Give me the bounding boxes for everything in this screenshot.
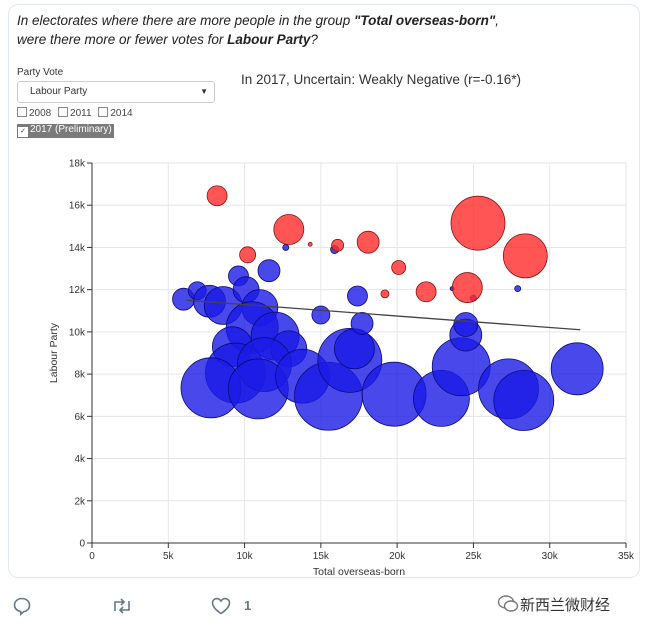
data-point-positive [331, 238, 345, 252]
y-tick-label: 18k [69, 159, 86, 170]
reply-button[interactable] [12, 596, 32, 621]
y-tick-label: 4k [74, 454, 86, 465]
party-vote-label: Party Vote [17, 67, 64, 78]
reply-icon [13, 597, 31, 617]
retweet-button[interactable] [110, 596, 134, 621]
data-point-positive [356, 230, 380, 254]
party-select-value: Labour Party [30, 86, 88, 97]
data-point-negative [350, 312, 374, 335]
checkbox-icon [17, 107, 27, 117]
data-point-positive [391, 260, 407, 275]
data-point-positive [450, 195, 506, 251]
y-tick-label: 0 [79, 539, 85, 550]
like-button[interactable] [210, 596, 232, 621]
question-text: In electorates where there are more peop… [17, 13, 500, 47]
y-tick-label: 8k [74, 370, 86, 381]
data-point-negative [347, 285, 368, 307]
y-tick-label: 14k [69, 243, 86, 254]
x-tick-label: 25k [465, 551, 482, 562]
y-tick-label: 12k [69, 285, 86, 296]
checkbox-icon [98, 107, 109, 117]
tweet-actions: 1 新西兰微财经 [0, 590, 670, 636]
data-point-negative [493, 370, 555, 431]
party-select[interactable]: Labour Party ▼ [17, 81, 215, 103]
y-tick-label: 6k [74, 412, 86, 423]
data-point-negative [550, 342, 604, 396]
group-name: "Total overseas-born" [353, 13, 496, 28]
y-axis-label: Labour Party [48, 322, 60, 383]
data-point-positive [415, 281, 437, 303]
year-checkbox-2008[interactable]: 2008 [17, 107, 51, 119]
x-tick-label: 5k [163, 551, 175, 562]
like-count: 1 [244, 598, 252, 613]
data-point-negative [453, 312, 479, 337]
tweet-card: In electorates where there are more peop… [8, 4, 640, 578]
trend-line [186, 299, 581, 331]
retweet-icon [114, 598, 130, 614]
heart-icon [211, 597, 231, 615]
x-tick-label: 0 [89, 551, 95, 562]
data-point-negative [334, 328, 375, 370]
data-point-positive [502, 233, 548, 279]
checkbox-icon [58, 107, 69, 117]
watermark-text: 新西兰微财经 [520, 597, 611, 614]
party-name: Labour Party [227, 32, 311, 47]
year-checkbox-2014[interactable]: 2014 [98, 107, 133, 119]
correlation-summary: In 2017, Uncertain: Weakly Negative (r=-… [241, 72, 522, 87]
x-tick-label: 15k [313, 551, 330, 562]
y-tick-label: 2k [74, 496, 86, 507]
year-checkboxes: 2008 2011 2014 [17, 107, 137, 119]
data-point-negative [514, 285, 522, 293]
x-tick-label: 10k [237, 551, 254, 562]
x-axis-label: Total overseas-born [313, 566, 405, 578]
data-point-positive [239, 246, 257, 264]
x-tick-label: 20k [389, 551, 406, 562]
scatter-chart: 0 5k 10k 15k 20k 25k 30k 35k 0 2k 4k 6k 8k 10k 12k 14k 1… [48, 159, 635, 578]
year-checkbox-2017[interactable]: ✓ 2017 (Preliminary) [17, 124, 114, 138]
x-tick-label: 35k [618, 551, 635, 562]
wechat-icon [497, 594, 519, 619]
data-point-positive [380, 289, 390, 299]
chevron-down-icon: ▼ [200, 87, 208, 96]
checked-checkbox-icon: ✓ [18, 127, 28, 137]
year-checkbox-2011[interactable]: 2011 [58, 107, 92, 119]
y-tick-label: 10k [69, 327, 86, 338]
data-point-positive [451, 272, 483, 303]
data-point-negative [282, 244, 290, 251]
y-tick-label: 16k [69, 201, 86, 212]
data-point-positive [307, 241, 313, 247]
data-point-negative [257, 259, 281, 283]
data-point-negative [311, 305, 331, 325]
x-tick-label: 30k [542, 551, 559, 562]
data-point-positive [206, 185, 228, 207]
data-point-positive [273, 214, 305, 245]
